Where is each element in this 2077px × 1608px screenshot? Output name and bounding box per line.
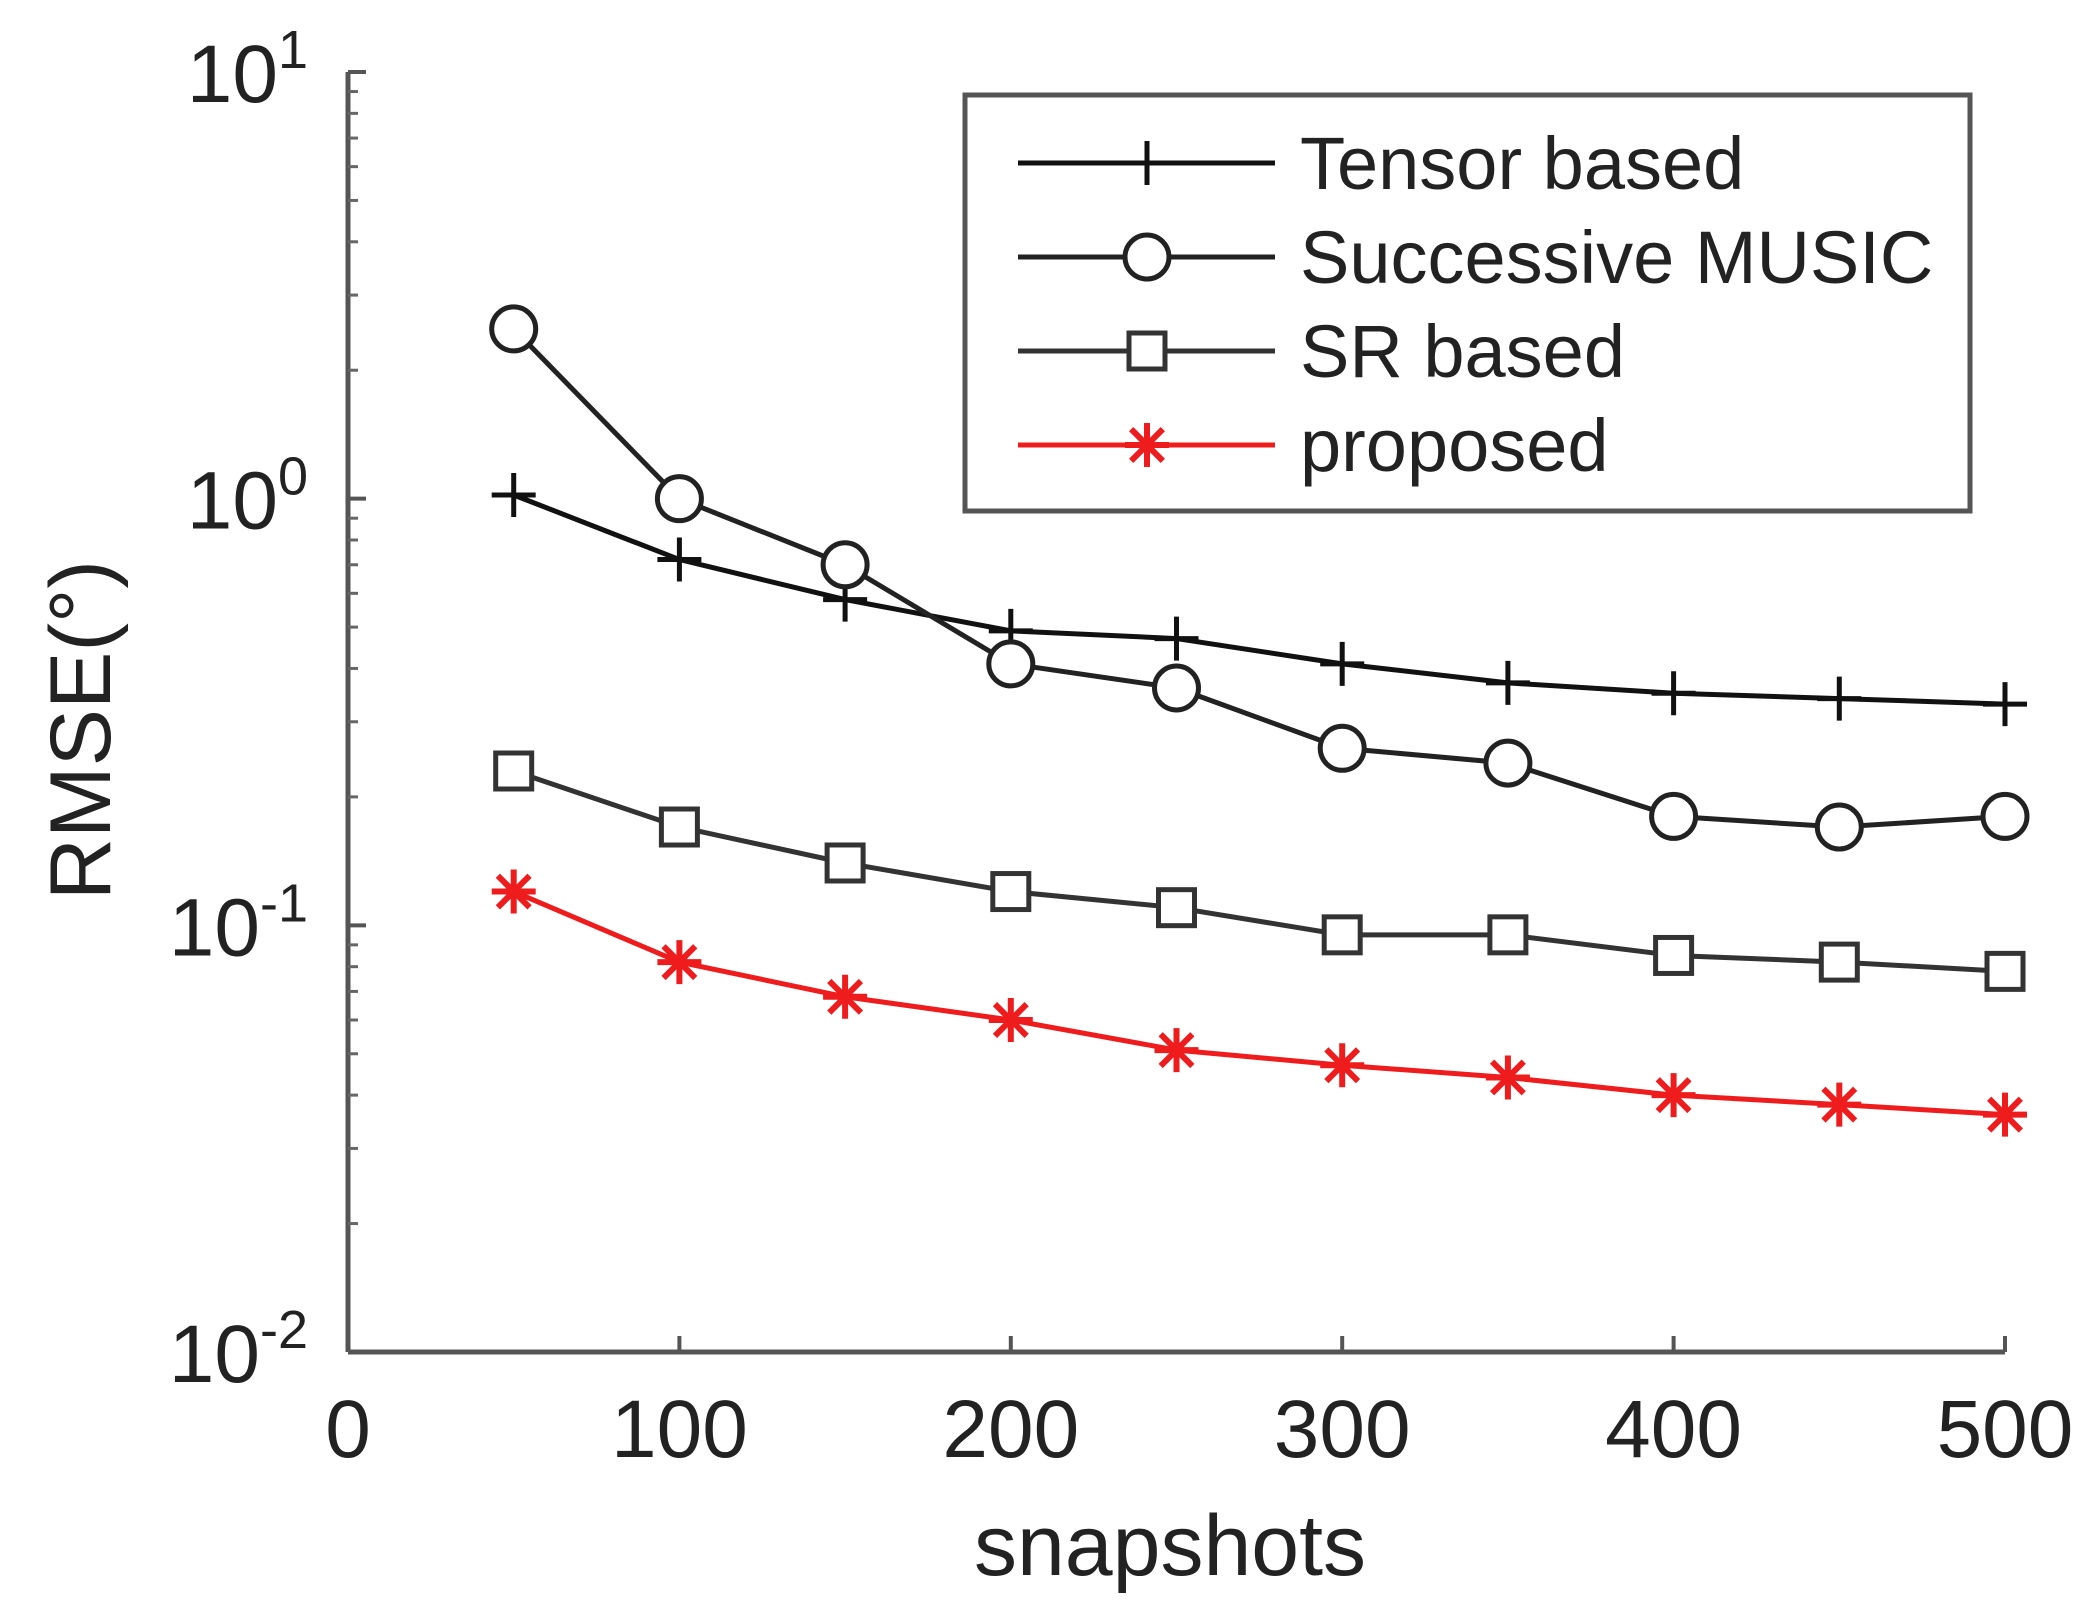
- series-layer: [489, 304, 2030, 1137]
- legend-marker: [1125, 423, 1169, 467]
- data-point-sr-based: [658, 806, 700, 848]
- data-point-successive-music: [1483, 738, 1533, 788]
- data-point-proposed: [823, 974, 868, 1019]
- series-sr-based: [493, 750, 2026, 992]
- x-tick-label: 300: [1274, 1384, 1411, 1475]
- data-point-sr-based: [824, 842, 866, 884]
- data-point-successive-music: [1152, 663, 1201, 713]
- data-point-tensor-based: [1485, 660, 1530, 705]
- legend-item-sr-based: SR based: [1018, 310, 1625, 393]
- data-point-proposed: [1154, 1028, 1199, 1073]
- data-point-successive-music: [820, 540, 870, 590]
- data-point-sr-based: [1653, 934, 1695, 976]
- x-tick-label: 0: [325, 1384, 371, 1475]
- x-axis-title: snapshots: [974, 1498, 1366, 1594]
- legend-item-proposed: proposed: [1018, 404, 1609, 487]
- axes-layer: 0 100 200 300 400 500 10-2 10-1 100 101: [169, 20, 2074, 1475]
- legend-label: Tensor based: [1300, 122, 1744, 205]
- data-point-sr-based: [990, 871, 1032, 913]
- data-point-successive-music: [1649, 791, 1699, 841]
- legend-label: SR based: [1300, 310, 1625, 393]
- x-tick-label: 400: [1605, 1384, 1742, 1475]
- data-point-successive-music: [489, 304, 539, 354]
- data-point-tensor-based: [1817, 676, 1862, 721]
- data-point-sr-based: [1984, 950, 2026, 992]
- y-tick-label: 100: [187, 447, 308, 547]
- data-point-successive-music: [1814, 802, 1864, 852]
- y-tick-label: 10-2: [169, 1300, 308, 1400]
- data-point-tensor-based: [1983, 682, 2027, 727]
- data-point-proposed: [988, 997, 1033, 1042]
- data-point-sr-based: [1487, 914, 1529, 956]
- legend-item-successive-music: Successive MUSIC: [1018, 216, 1933, 299]
- y-axis-title: RMSE(°): [33, 560, 129, 900]
- data-point-sr-based: [493, 750, 535, 792]
- series-line-proposed: [512, 889, 2006, 1118]
- legend-label: Successive MUSIC: [1300, 216, 1933, 299]
- data-point-proposed: [1485, 1055, 1530, 1100]
- data-point-sr-based: [1818, 941, 1860, 983]
- series-tensor-based: [491, 472, 2027, 727]
- x-tick-label: 500: [1937, 1384, 2074, 1475]
- data-point-sr-based: [1156, 887, 1197, 929]
- data-point-proposed: [1320, 1043, 1365, 1088]
- data-point-proposed: [1651, 1073, 1696, 1118]
- legend-label: proposed: [1300, 404, 1609, 487]
- data-point-tensor-based: [1651, 671, 1696, 716]
- legend-marker: [1122, 232, 1172, 282]
- data-point-tensor-based: [657, 537, 702, 582]
- data-point-proposed: [1983, 1092, 2027, 1137]
- x-tick-label: 100: [611, 1384, 748, 1475]
- series-line-sr-based: [512, 768, 2006, 974]
- series-proposed: [491, 869, 2027, 1137]
- data-point-proposed: [491, 869, 536, 914]
- data-point-successive-music: [986, 639, 1036, 689]
- data-point-tensor-based: [1320, 641, 1365, 686]
- legend-marker: [1126, 330, 1168, 372]
- data-point-tensor-based: [491, 472, 536, 517]
- series-successive-music: [489, 304, 2030, 852]
- data-point-tensor-based: [1154, 616, 1199, 661]
- x-tick-label: 200: [942, 1384, 1079, 1475]
- data-point-proposed: [1817, 1082, 1862, 1127]
- data-point-successive-music: [1980, 791, 2030, 841]
- y-tick-label: 101: [187, 20, 308, 120]
- series-line-successive-music: [511, 327, 2006, 830]
- data-point-proposed: [657, 940, 702, 985]
- legend-marker: [1125, 141, 1169, 185]
- series-line-tensor-based: [512, 492, 2006, 707]
- legend: Tensor based Successive MUSIC SR based prop…: [962, 92, 1973, 514]
- y-tick-label: 10-1: [169, 873, 308, 973]
- data-point-sr-based: [1321, 914, 1363, 956]
- data-point-successive-music: [1317, 723, 1367, 773]
- legend-item-tensor-based: Tensor based: [1018, 122, 1744, 205]
- data-point-successive-music: [654, 474, 704, 524]
